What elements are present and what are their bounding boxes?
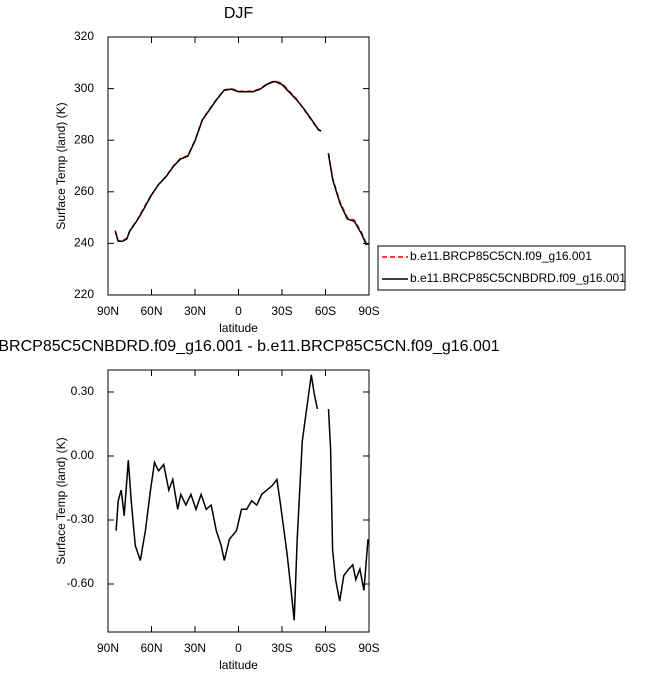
y-tick-label: -0.60: [67, 576, 95, 590]
x-tick-label: 60N: [140, 304, 162, 318]
y-tick-label: 0.30: [71, 384, 95, 398]
x-tick-label: 0: [235, 304, 242, 318]
chart-title: DJF: [224, 5, 254, 22]
x-axis-label: latitude: [219, 658, 258, 672]
x-tick-label: 30N: [184, 304, 206, 318]
data-line: [114, 80, 370, 246]
x-axis-label: latitude: [219, 321, 258, 335]
x-tick-label: 30S: [271, 641, 292, 655]
plot-frame: [107, 369, 370, 633]
y-axis-label: Surface Temp (land) (K): [54, 437, 68, 564]
legend-label: b.e11.BRCP85C5CNBDRD.f09_g16.001: [410, 271, 626, 285]
y-tick-label: 300: [74, 81, 94, 95]
x-tick-label: 60S: [315, 641, 336, 655]
data-line: [115, 374, 369, 621]
x-tick-label: 90S: [358, 641, 379, 655]
y-tick-label: 240: [74, 236, 94, 250]
x-tick-label: 90N: [97, 304, 119, 318]
x-tick-label: 30N: [184, 641, 206, 655]
x-tick-label: 0: [235, 641, 242, 655]
y-tick-label: 0.00: [71, 448, 95, 462]
y-tick-label: 280: [74, 132, 94, 146]
x-tick-label: 90S: [358, 304, 379, 318]
legend-box: [377, 245, 626, 291]
x-tick-label: 60N: [140, 641, 162, 655]
chart-title: 11.BRCP85C5CNBDRD.f09_g16.001 - b.e11.BR…: [0, 338, 500, 355]
y-tick-label: 220: [74, 287, 94, 301]
x-tick-label: 90N: [97, 641, 119, 655]
x-tick-label: 30S: [271, 304, 292, 318]
y-tick-label: 320: [74, 29, 94, 43]
legend-label: b.e11.BRCP85C5CN.f09_g16.001: [410, 249, 592, 263]
data-line: [114, 80, 369, 245]
y-tick-label: -0.30: [67, 512, 95, 526]
y-axis-label: Surface Temp (land) (K): [54, 102, 68, 229]
y-tick-label: 260: [74, 184, 94, 198]
x-tick-label: 60S: [315, 304, 336, 318]
